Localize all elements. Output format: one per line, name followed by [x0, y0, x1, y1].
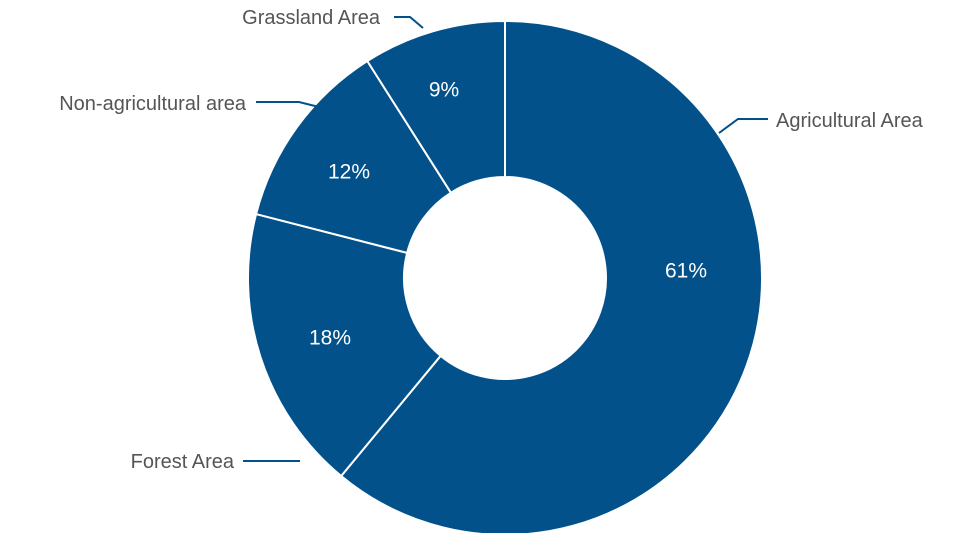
category-label-agricultural-area: Agricultural Area — [776, 110, 924, 132]
category-label-non-agricultural-area: Non-agricultural area — [59, 93, 247, 115]
slice-agricultural-area — [340, 20, 763, 533]
slice-grassland-area — [366, 20, 506, 194]
value-label-agricultural-area: 61% — [665, 260, 707, 283]
value-label-forest-area: 18% — [309, 327, 351, 350]
slice-forest-area — [247, 213, 442, 478]
value-label-non-agricultural-area: 12% — [328, 161, 370, 184]
leader-line-grassland-area — [394, 16, 424, 29]
leader-line-non-agricultural-area — [256, 101, 332, 111]
category-label-forest-area: Forest Area — [131, 451, 235, 473]
value-label-grassland-area: 9% — [429, 79, 459, 102]
category-label-grassland-area: Grassland Area — [242, 7, 381, 29]
leader-line-agricultural-area — [718, 118, 768, 134]
slice-non-agricultural-area — [255, 60, 452, 254]
